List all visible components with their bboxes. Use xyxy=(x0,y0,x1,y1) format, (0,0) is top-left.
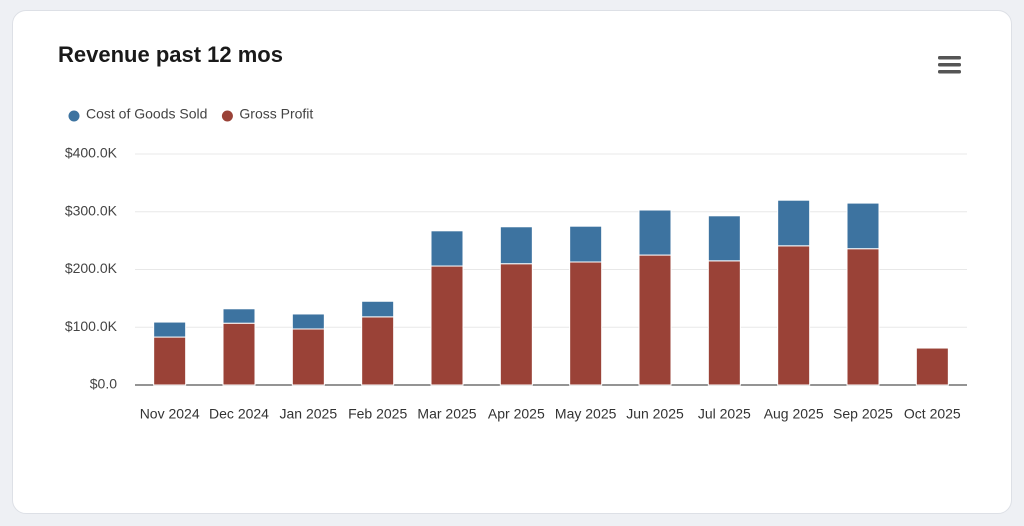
bar-segment xyxy=(638,209,672,256)
bar-segment xyxy=(707,215,741,262)
legend-label[interactable]: Gross Profit xyxy=(239,106,313,122)
bar-segment xyxy=(846,202,880,250)
x-tick-label: Jun 2025 xyxy=(626,406,684,422)
bar-segment xyxy=(915,347,949,386)
bar-segment xyxy=(222,322,256,386)
x-tick-label: Mar 2025 xyxy=(417,406,476,422)
y-tick-label: $100.0K xyxy=(65,318,118,334)
bar-segment xyxy=(222,308,256,324)
legend-marker xyxy=(68,110,80,122)
bar-segment xyxy=(846,248,880,386)
bar-segment xyxy=(291,328,325,386)
bar-segment xyxy=(638,254,672,386)
x-tick-label: Aug 2025 xyxy=(764,406,824,422)
bar-segment xyxy=(569,261,603,386)
bar-segment xyxy=(777,245,811,386)
x-tick-label: Oct 2025 xyxy=(904,406,961,422)
legend-marker xyxy=(221,110,233,122)
chart-title: Revenue past 12 mos xyxy=(58,42,283,67)
bar-segment xyxy=(499,226,533,265)
bar-segment xyxy=(430,230,464,267)
y-tick-label: $400.0K xyxy=(65,145,118,161)
x-tick-label: Apr 2025 xyxy=(488,406,545,422)
x-tick-label: Dec 2024 xyxy=(209,406,269,422)
x-tick-label: May 2025 xyxy=(555,406,617,422)
x-tick-label: Feb 2025 xyxy=(348,406,407,422)
bar-segment xyxy=(153,336,187,386)
x-tick-label: Jan 2025 xyxy=(280,406,338,422)
bar-segment xyxy=(361,316,395,386)
y-tick-label: $0.0 xyxy=(90,376,117,392)
bar-segment xyxy=(569,225,603,263)
x-tick-label: Jul 2025 xyxy=(698,406,751,422)
x-tick-label: Sep 2025 xyxy=(833,406,893,422)
bar-segment xyxy=(430,265,464,386)
x-tick-label: Nov 2024 xyxy=(140,406,200,422)
bar-segment xyxy=(499,263,533,386)
bar-segment xyxy=(777,199,811,247)
menu-button[interactable] xyxy=(938,56,961,74)
y-tick-label: $200.0K xyxy=(65,260,118,276)
y-tick-label: $300.0K xyxy=(65,202,118,218)
legend-label[interactable]: Cost of Goods Sold xyxy=(86,106,207,122)
bar-segment xyxy=(291,313,325,330)
bar-segment xyxy=(153,321,187,338)
bar-segment xyxy=(707,260,741,386)
bar-segment xyxy=(361,300,395,318)
